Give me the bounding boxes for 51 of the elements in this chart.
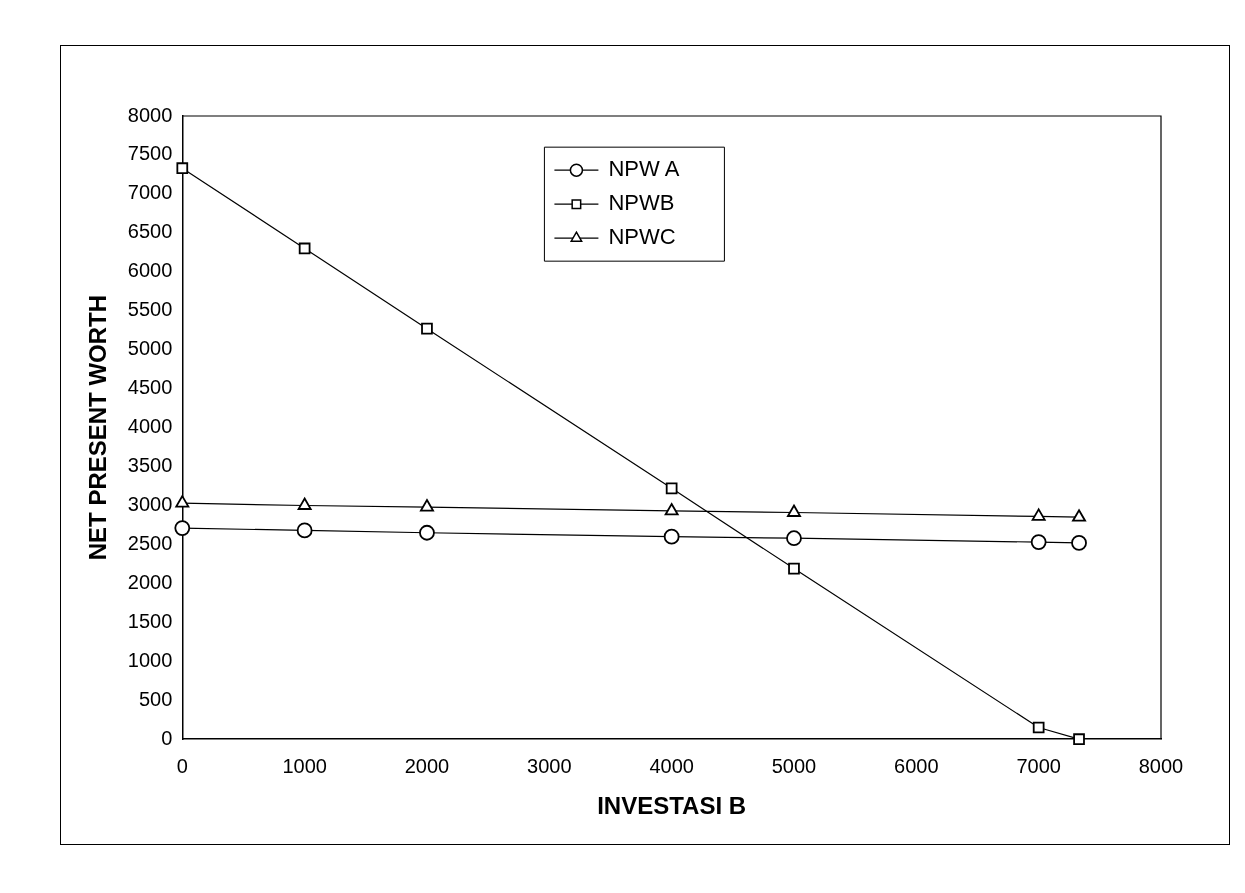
x-tick-label: 5000 — [771, 754, 817, 777]
x-tick-label: 8000 — [1138, 754, 1184, 777]
y-tick-label: 3000 — [127, 493, 173, 516]
point — [176, 162, 189, 175]
point — [1073, 733, 1085, 746]
point — [665, 482, 678, 495]
y-tick-label: 6000 — [127, 259, 173, 282]
y-tick-label: 5500 — [127, 298, 173, 321]
y-tick-label: 500 — [138, 687, 173, 710]
point — [298, 242, 311, 255]
y-tick-label: 3500 — [127, 454, 173, 477]
point — [664, 503, 679, 516]
y-tick-label: 7000 — [127, 181, 173, 204]
point — [786, 530, 802, 547]
x-tick-label: 1000 — [282, 754, 327, 777]
point — [174, 520, 191, 536]
x-tick-label: 7000 — [1016, 754, 1061, 777]
point — [788, 562, 800, 575]
legend-label: NPW A — [608, 156, 680, 182]
point — [297, 497, 312, 510]
y-tick-label: 4000 — [127, 415, 173, 438]
y-axis-title: NET PRESENT WORTH — [84, 294, 112, 561]
y-tick-label: 2500 — [127, 531, 173, 554]
point — [787, 504, 801, 517]
x-axis-title: INVESTASI B — [597, 792, 747, 820]
y-tick-label: 8000 — [127, 103, 173, 126]
y-tick-label: 6500 — [127, 220, 173, 243]
legend-label: NPWC — [608, 224, 676, 250]
point — [1030, 534, 1047, 551]
y-tick-label: 1500 — [127, 609, 173, 632]
x-tick-label: 3000 — [527, 754, 572, 777]
y-tick-label: 4500 — [127, 376, 173, 399]
y-tick-label: 0 — [161, 726, 173, 749]
y-tick-label: 7500 — [127, 142, 173, 165]
point — [421, 322, 433, 335]
point — [1031, 508, 1046, 521]
x-tick-label: 2000 — [404, 754, 450, 777]
point — [1072, 509, 1086, 522]
y-tick-label: 1000 — [127, 648, 173, 671]
x-tick-label: 0 — [176, 754, 188, 777]
x-tick-label: 6000 — [894, 754, 939, 777]
point — [1071, 534, 1087, 551]
point — [663, 528, 680, 545]
y-tick-label: 2000 — [127, 570, 173, 593]
legend-label: NPWB — [608, 190, 675, 216]
point — [1032, 721, 1045, 734]
point — [296, 522, 313, 539]
point — [420, 499, 434, 512]
x-tick-label: 4000 — [649, 754, 694, 777]
y-tick-label: 5000 — [127, 337, 173, 360]
point — [419, 524, 435, 541]
